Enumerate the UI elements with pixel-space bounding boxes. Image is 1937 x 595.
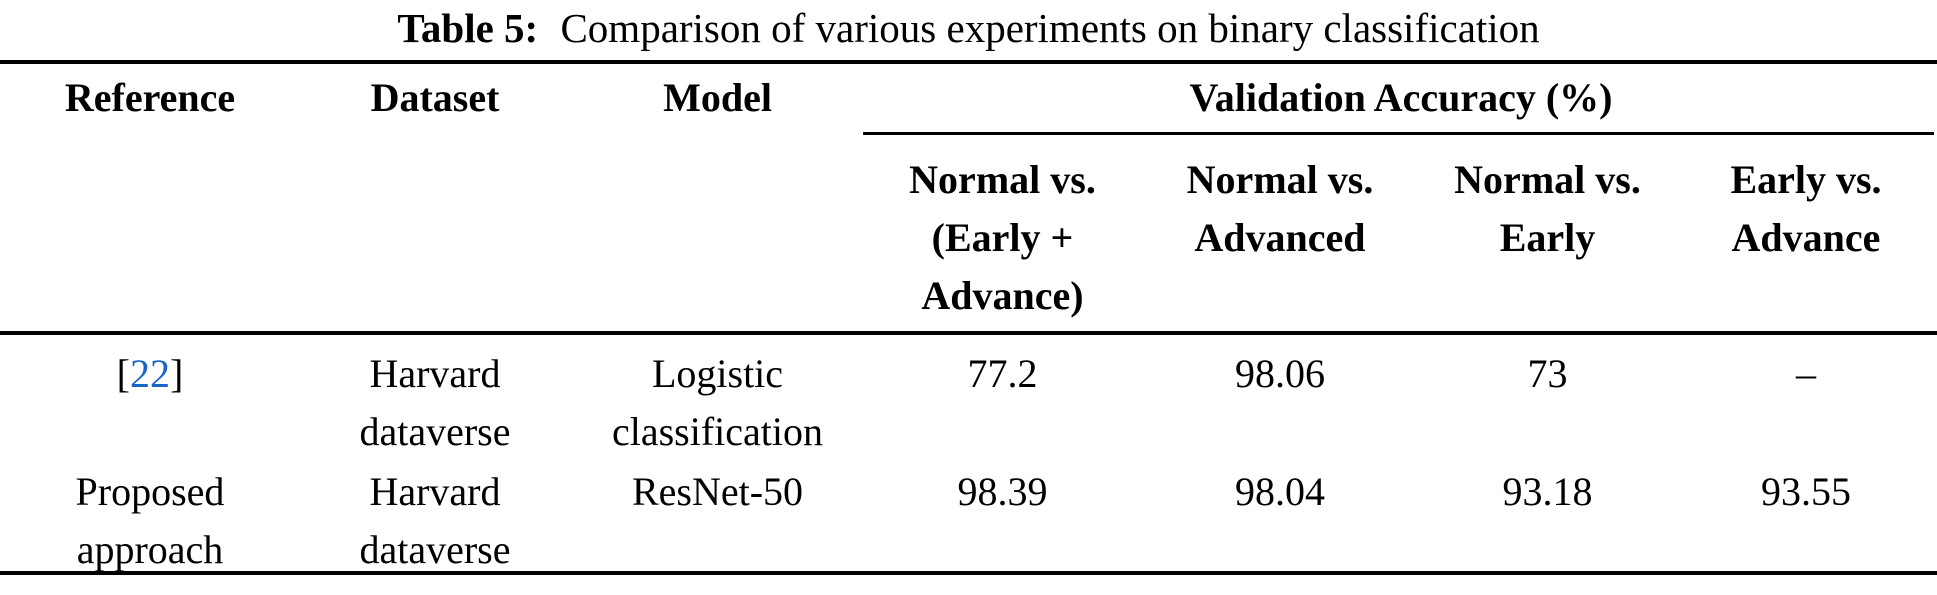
cell-value-normal-vs-early-plus-advance: 98.39: [957, 469, 1048, 514]
citation-link[interactable]: 22: [130, 351, 170, 396]
group-header-rule-row: [0, 132, 1937, 135]
cell-value-normal-vs-early-plus-advance: 77.2: [967, 351, 1038, 396]
column-header-reference: Reference: [64, 75, 236, 120]
cell-dataset: Harvard dataverse: [359, 469, 511, 572]
cell-reference: Proposed approach: [75, 469, 225, 572]
subcolumn-header-normal-vs-advanced: Normal vs. Advanced: [1186, 157, 1374, 260]
cell-value-normal-vs-advanced: 98.06: [1235, 351, 1325, 396]
table-bottom-rule: [0, 571, 1937, 575]
table-header-row: Reference Dataset Model Validation Accur…: [0, 64, 1937, 132]
table-mid-rule: [0, 331, 1937, 335]
table-caption-text: Comparison of various experiments on bin…: [560, 5, 1540, 51]
table-row-proposed-approach: Proposed approach Harvard dataverse ResN…: [0, 453, 1937, 572]
table-caption: Table 5: Comparison of various experimen…: [0, 0, 1937, 60]
column-header-dataset: Dataset: [370, 75, 500, 120]
group-header-rule: [863, 132, 1934, 135]
subcolumn-header-normal-vs-early-plus-advance: Normal vs. (Early + Advance): [909, 157, 1096, 318]
citation-bracket-close: ]: [170, 351, 184, 396]
citation-bracket-open: [: [116, 351, 130, 396]
column-header-model: Model: [663, 75, 772, 120]
subheader-empty-dataset: [300, 135, 570, 331]
cell-value-normal-vs-advanced: 98.04: [1235, 469, 1325, 514]
cell-value-normal-vs-early: 93.18: [1502, 469, 1593, 514]
subcolumn-header-normal-vs-early: Normal vs. Early: [1454, 157, 1641, 260]
subcolumn-header-early-vs-advance: Early vs. Advance: [1730, 157, 1882, 260]
table-top-rule: [0, 60, 1937, 64]
table-row-citation-22: [22] Harvard dataverse Logistic classifi…: [0, 335, 1937, 454]
table-caption-label: Table 5:: [397, 5, 539, 51]
subheader-empty-reference: [0, 135, 300, 331]
cell-value-early-vs-advance: –: [1796, 351, 1816, 396]
cell-value-normal-vs-early: 73: [1527, 351, 1568, 396]
subheader-empty-model: [570, 135, 865, 331]
cell-model: Logistic classification: [611, 351, 824, 454]
cell-reference: [22]: [0, 335, 300, 461]
cell-value-early-vs-advance: 93.55: [1761, 469, 1851, 514]
table-subheader-row: Normal vs. (Early + Advance) Normal vs. …: [0, 135, 1937, 331]
column-group-header-validation-accuracy: Validation Accuracy (%): [1189, 75, 1613, 120]
cell-dataset: Harvard dataverse: [359, 351, 511, 454]
cell-model: ResNet-50: [631, 469, 804, 514]
